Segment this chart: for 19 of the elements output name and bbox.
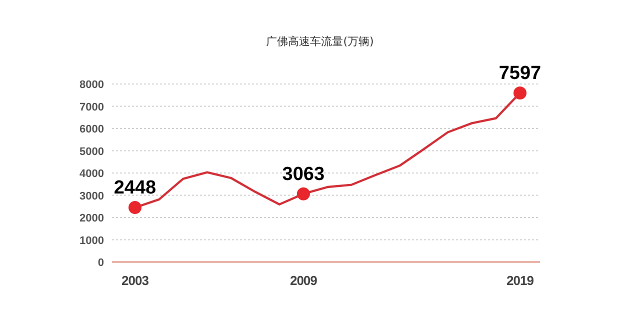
point	[128, 201, 142, 214]
point	[514, 86, 526, 100]
y-tick-label: 2000	[80, 212, 104, 224]
data-label: 3063	[282, 164, 325, 185]
y-tick-label: 6000	[80, 124, 104, 136]
x-tick-label: 2019	[506, 273, 534, 288]
y-tick-label: 3000	[80, 190, 104, 202]
y-tick-label: 7000	[80, 101, 104, 114]
point	[296, 187, 310, 200]
y-tick-label: 0	[98, 257, 104, 269]
chart-title: 广佛高速车流量(万辆)	[266, 35, 374, 48]
y-tick-label: 5000	[80, 146, 104, 158]
data-label: 2448	[114, 178, 156, 199]
y-tick-label: 1000	[80, 234, 104, 247]
y-tick-label: 8000	[80, 79, 104, 91]
x-tick-label: 2009	[290, 273, 318, 288]
data-label: 7597	[498, 62, 542, 84]
y-tick-label: 4000	[80, 168, 104, 180]
x-tick-label: 2003	[122, 273, 149, 288]
